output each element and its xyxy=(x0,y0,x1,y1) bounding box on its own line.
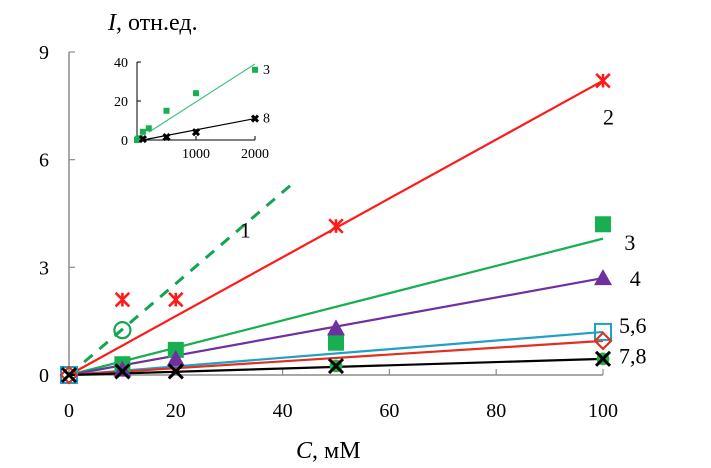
inset-series-label: 3 xyxy=(263,63,270,78)
inset-data-point-series-3 xyxy=(163,107,170,114)
x-tick-label: 80 xyxy=(486,400,506,422)
inset-x-tick-label: 2000 xyxy=(241,147,269,162)
data-point-series-7-stroke xyxy=(167,363,184,380)
series-label: 1 xyxy=(240,218,251,243)
y-tick-label: 0 xyxy=(39,365,49,387)
series-label: 7,8 xyxy=(619,343,647,368)
x-tick-label: 20 xyxy=(166,400,186,422)
fit-line-series-3 xyxy=(68,237,604,377)
inset-fit-line-series-3 xyxy=(148,63,256,133)
inset-data-point-series-8 xyxy=(191,128,201,137)
inset-data-point-series-8 xyxy=(250,114,260,123)
inset-series-label: 8 xyxy=(263,112,270,127)
data-point-series-7-stroke xyxy=(594,350,612,367)
data-point-series-3 xyxy=(595,216,611,233)
x-axis-label-symbol: C xyxy=(296,438,313,464)
y-tick-label: 6 xyxy=(39,150,49,172)
fit-line-series-1 xyxy=(68,181,295,377)
data-point-series-3 xyxy=(328,334,344,351)
data-point-series-4 xyxy=(594,269,612,286)
series-label: 2 xyxy=(603,105,614,130)
data-point-series-4 xyxy=(166,349,185,366)
data-point-series-7-stroke xyxy=(60,366,78,384)
y-tick-label: 3 xyxy=(39,257,49,279)
data-point-series-2 xyxy=(595,72,611,89)
inset-data-point-series-3 xyxy=(252,66,258,73)
fit-line-series-5 xyxy=(68,330,604,377)
y-tick-label: 9 xyxy=(39,42,49,64)
inset-y-tick-label: 40 xyxy=(114,56,128,71)
inset-data-point-series-8 xyxy=(162,133,171,142)
data-point-series-6 xyxy=(593,331,613,351)
series-label: 5,6 xyxy=(619,313,647,338)
fit-lines xyxy=(68,79,604,377)
data-point-series-7 xyxy=(594,350,612,367)
data-point-series-5 xyxy=(594,322,612,341)
data-point-series-1 xyxy=(113,321,132,340)
inset-data-point-series-3 xyxy=(193,90,199,97)
x-tick-label: 0 xyxy=(64,400,74,422)
inset-data-point-series-3 xyxy=(139,128,146,135)
data-point-series-7 xyxy=(114,363,131,380)
data-point-series-2 xyxy=(114,291,131,308)
inset-data-point-series-8-stroke xyxy=(250,114,260,123)
data-point-series-7-stroke xyxy=(114,363,131,380)
x-tick-label: 100 xyxy=(588,400,618,422)
x-axis-label: C, мМ xyxy=(296,438,361,464)
data-point-series-4 xyxy=(113,360,132,377)
y-axis-label-unit: , отн.ед. xyxy=(116,10,198,36)
data-point-series-7-stroke xyxy=(327,357,345,375)
fit-line-series-6 xyxy=(68,339,604,377)
series-label: 4 xyxy=(630,266,641,291)
data-points xyxy=(59,72,613,385)
inset-data-point-series-8-stroke xyxy=(138,135,147,144)
inset-y-tick-label: 20 xyxy=(114,95,128,110)
x-axis-label-unit: , мМ xyxy=(312,438,361,464)
data-point-series-7 xyxy=(327,357,345,375)
data-point-series-2 xyxy=(328,218,344,234)
y-axis-label: I, отн.ед. xyxy=(107,10,198,36)
data-point-series-6 xyxy=(59,365,79,385)
inset-chart: 0 20 40 1000 2000 3 8 xyxy=(114,56,270,162)
inset-data-point-series-8-stroke xyxy=(162,133,171,142)
inset-y-tick-label: 0 xyxy=(121,134,128,149)
data-point-series-7 xyxy=(167,363,184,380)
series-labels: 1 2 3 4 5,6 7,8 xyxy=(240,105,647,369)
inset-data-point-series-3 xyxy=(145,125,152,132)
series-label: 3 xyxy=(624,230,635,255)
inset-x-tick-label: 1000 xyxy=(182,147,210,162)
x-tick-label: 60 xyxy=(379,400,399,422)
x-tick-label: 40 xyxy=(273,400,293,422)
data-point-series-7 xyxy=(60,366,78,384)
y-axis-label-symbol: I xyxy=(107,10,117,36)
inset-data-point-series-8-stroke xyxy=(191,128,201,137)
data-point-series-2 xyxy=(168,291,184,308)
inset-data-point-series-8 xyxy=(138,135,147,144)
data-point-series-4 xyxy=(327,319,345,336)
